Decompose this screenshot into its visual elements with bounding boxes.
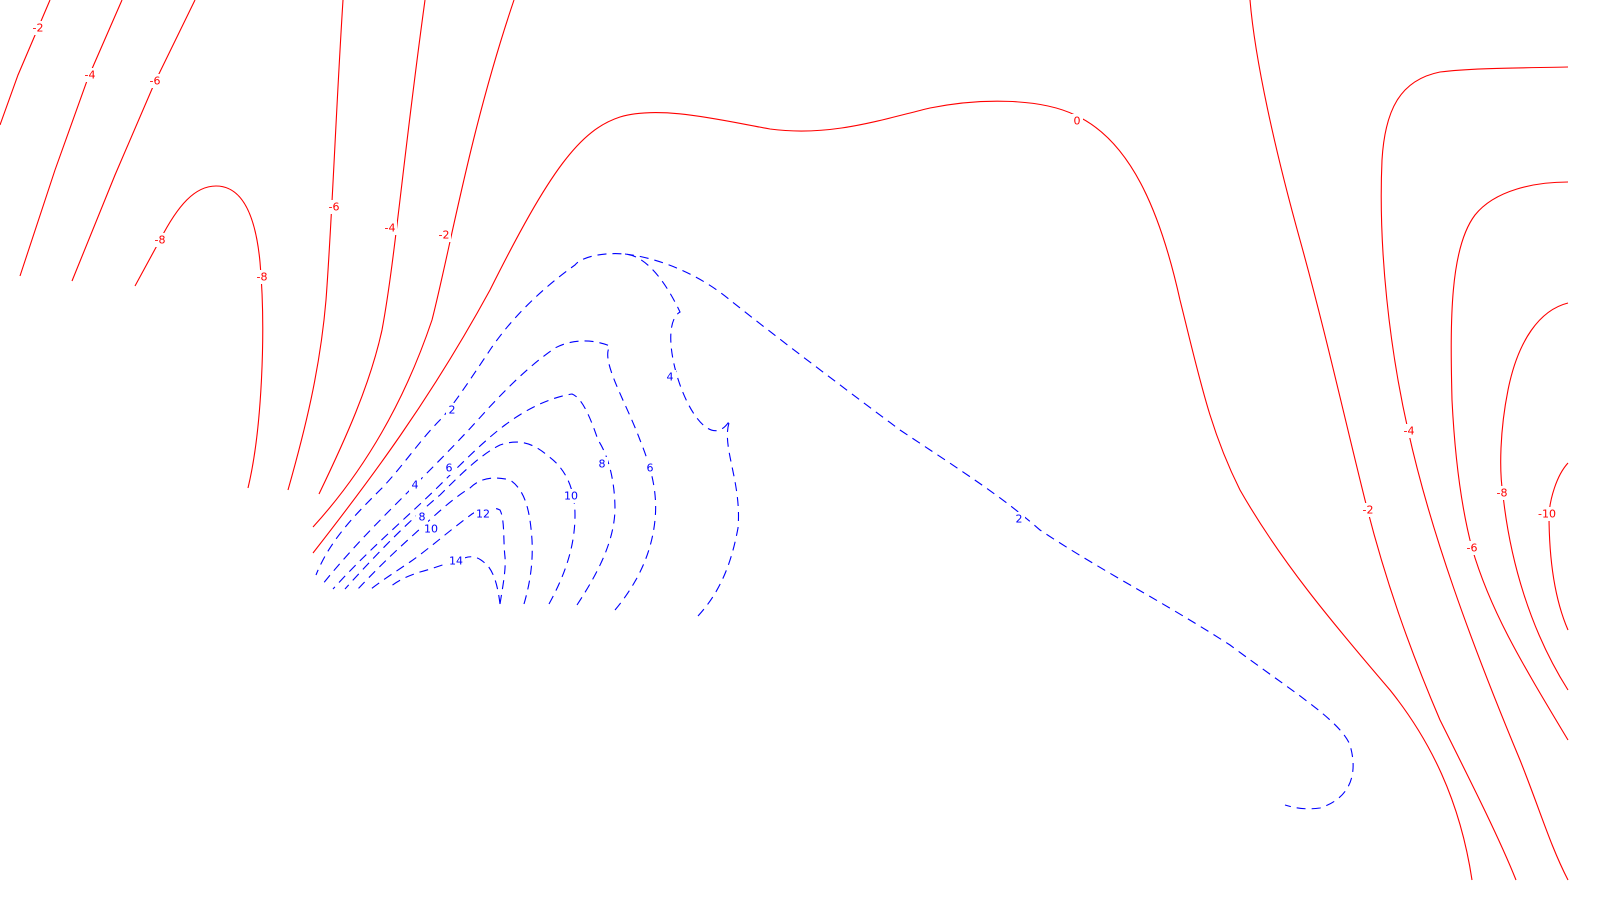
contour-label-pos-12: 12	[476, 508, 490, 521]
contour-label-pos-4: 4	[667, 371, 674, 384]
contour-label-neg-2: -2	[1363, 504, 1374, 517]
contour-line-neg-6-right	[1450, 181, 1569, 741]
contour-line-neg-6-topleft	[71, 0, 196, 282]
contour-line-neg-10-right	[1548, 462, 1569, 631]
contour-line-neg-4-vertical	[318, 0, 426, 495]
contour-label-pos-8: 8	[419, 511, 426, 524]
contour-line-pos-10	[357, 477, 533, 605]
contour-line-neg-2-vertical	[312, 0, 515, 528]
contour-line-neg-2-right	[1249, 0, 1517, 881]
contour-labels: -2 -4 -6 -8 -8 -6 -4 -2 0 2 2 4 4 6 6 8	[31, 21, 1557, 568]
contour-label-pos-4: 4	[412, 479, 419, 492]
contour-label-neg-2: -2	[439, 229, 450, 242]
contour-label-pos-2: 2	[1016, 513, 1023, 526]
contour-label-neg-4: -4	[1404, 425, 1415, 438]
contour-label-pos-10: 10	[424, 523, 438, 536]
contour-label-neg-8: -8	[155, 234, 166, 247]
contour-label-pos-10: 10	[564, 490, 578, 503]
contour-label-pos-6: 6	[647, 462, 654, 475]
contour-label-pos-6: 6	[446, 462, 453, 475]
contour-line-neg-4-topleft	[19, 0, 123, 277]
contour-line-pos-8	[344, 441, 576, 605]
contour-line-pos-2-outer	[315, 253, 740, 617]
contour-label-neg-6: -6	[1467, 542, 1478, 555]
contour-label-pos-2: 2	[449, 404, 456, 417]
contour-line-zero	[312, 100, 1473, 881]
contour-label-neg-6: -6	[150, 75, 161, 88]
contour-label-neg-8: -8	[1497, 487, 1508, 500]
contour-line-pos-6	[332, 393, 616, 606]
contour-line-neg-8-right	[1500, 302, 1569, 691]
contour-line-neg-4-right	[1380, 66, 1569, 881]
contour-label-pos-14: 14	[449, 555, 463, 568]
contour-label-neg-10: -10	[1538, 508, 1556, 521]
contour-line-neg-6-vertical	[287, 0, 344, 491]
contour-label-pos-8: 8	[599, 458, 606, 471]
contour-label-neg-4: -4	[85, 69, 96, 82]
contour-line-pos-2-east	[624, 253, 1354, 810]
contour-line-neg-2-topleft	[0, 0, 51, 126]
contour-label-neg-6: -6	[329, 201, 340, 214]
contour-label-neg-8: -8	[257, 271, 268, 284]
contour-line-pos-14	[387, 556, 501, 605]
contour-line-neg-8-ridge	[134, 185, 264, 489]
contour-label-neg-2: -2	[33, 22, 44, 35]
contour-label-neg-4: -4	[385, 222, 396, 235]
contour-label-zero: 0	[1074, 115, 1081, 128]
